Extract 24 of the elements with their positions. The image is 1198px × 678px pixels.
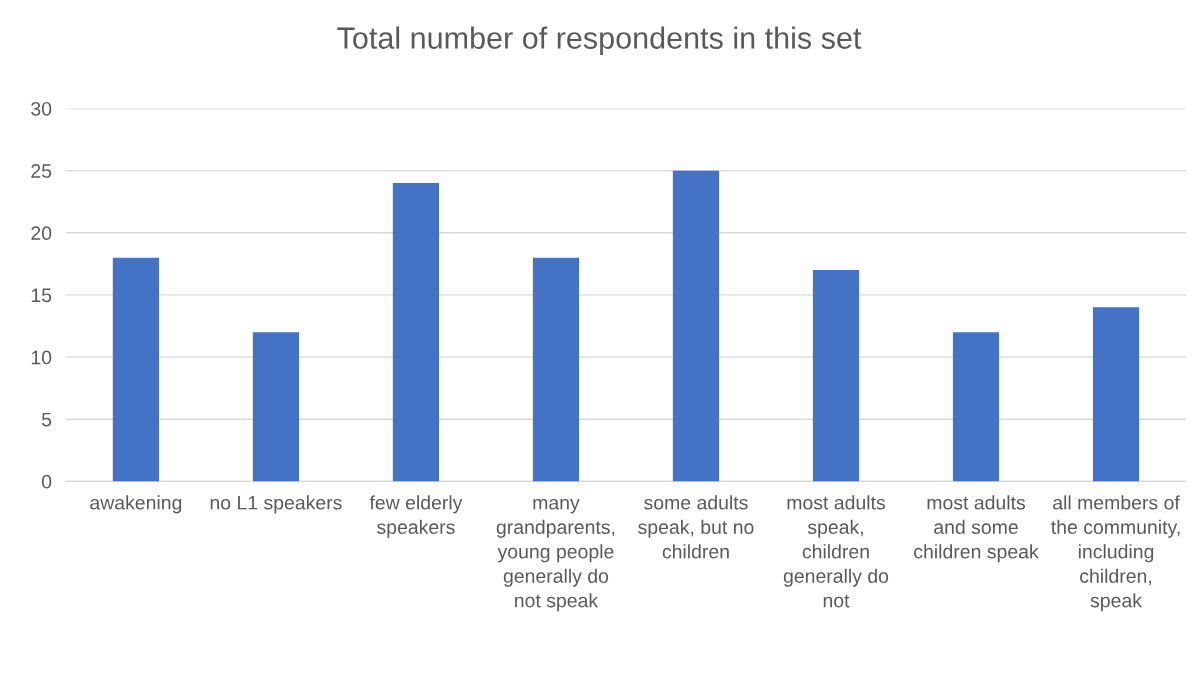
bar [392, 183, 440, 482]
bar [112, 257, 159, 482]
x-tick-label: awakening [90, 495, 182, 514]
x-tick-label: many grandparents, young people generally do not speak [496, 498, 615, 612]
x-tick-label: few elderly speakers [369, 495, 463, 538]
x-tick-label: all members of the community, including children, speak [1051, 495, 1180, 612]
bar [672, 170, 720, 482]
x-tick-label: no L1 speakers [210, 495, 342, 514]
y-tick-label: 5 [41, 412, 52, 427]
y-tick-label: 10 [31, 350, 52, 365]
y-tick-label: 25 [31, 164, 52, 178]
y-tick-label: 30 [31, 101, 52, 116]
bar [252, 332, 300, 482]
bar [952, 332, 1000, 482]
chart-title: Total number of respondents in this set [337, 26, 862, 55]
x-tick-label: most adults speak, children generally do not [783, 495, 889, 608]
y-tick-label: 0 [41, 474, 52, 489]
y-tick-label: 15 [31, 288, 52, 303]
bar [532, 257, 580, 482]
bar [812, 270, 860, 482]
y-tick-label: 20 [31, 226, 52, 241]
x-tick-label: most adults and some children speak [914, 495, 1039, 563]
x-tick-label: some adults speak, but no children [638, 495, 754, 559]
bar [1092, 307, 1140, 482]
